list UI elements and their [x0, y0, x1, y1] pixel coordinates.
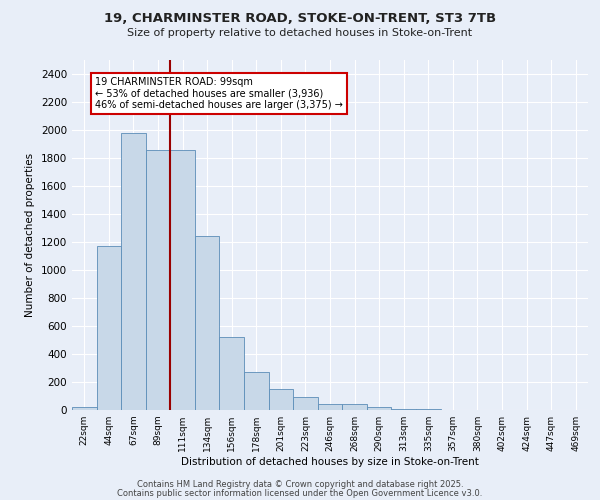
Y-axis label: Number of detached properties: Number of detached properties	[25, 153, 35, 317]
Bar	[342, 404, 367, 410]
Bar	[220, 337, 244, 410]
X-axis label: Distribution of detached houses by size in Stoke-on-Trent: Distribution of detached houses by size …	[181, 457, 479, 467]
Bar	[269, 389, 293, 410]
Text: 19 CHARMINSTER ROAD: 99sqm
← 53% of detached houses are smaller (3,936)
46% of s: 19 CHARMINSTER ROAD: 99sqm ← 53% of deta…	[95, 77, 343, 110]
Bar	[391, 408, 416, 410]
Bar	[121, 133, 146, 410]
Bar	[367, 407, 391, 410]
Bar	[195, 236, 220, 410]
Text: Contains HM Land Registry data © Crown copyright and database right 2025.: Contains HM Land Registry data © Crown c…	[137, 480, 463, 489]
Bar	[318, 404, 342, 410]
Text: Size of property relative to detached houses in Stoke-on-Trent: Size of property relative to detached ho…	[127, 28, 473, 38]
Bar	[146, 150, 170, 410]
Bar	[170, 150, 195, 410]
Bar	[244, 372, 269, 410]
Bar	[97, 246, 121, 410]
Text: Contains public sector information licensed under the Open Government Licence v3: Contains public sector information licen…	[118, 490, 482, 498]
Text: 19, CHARMINSTER ROAD, STOKE-ON-TRENT, ST3 7TB: 19, CHARMINSTER ROAD, STOKE-ON-TRENT, ST…	[104, 12, 496, 26]
Bar	[72, 406, 97, 410]
Bar	[293, 398, 318, 410]
